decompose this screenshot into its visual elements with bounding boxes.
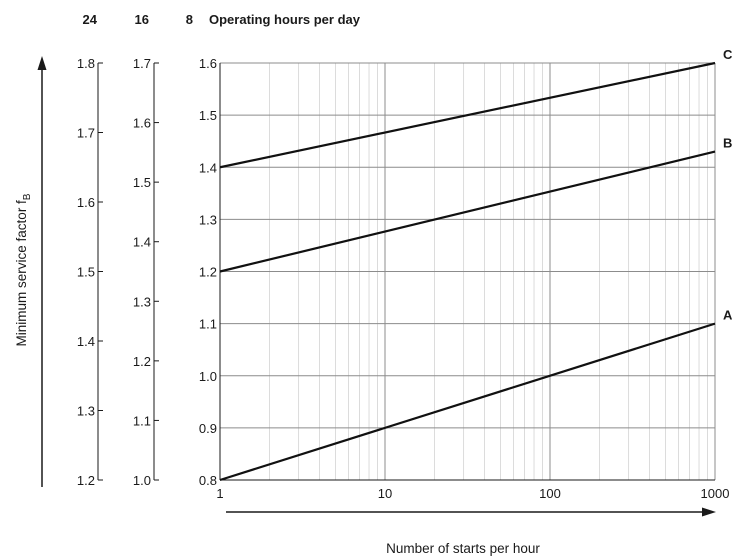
y-tick-label-8h: 1.3 <box>199 212 217 227</box>
x-tick-label: 100 <box>539 486 561 501</box>
y-tick-label-8h: 1.4 <box>199 160 217 175</box>
y-tick-label-16h: 1.3 <box>133 294 151 309</box>
series-label-b: B <box>723 136 732 151</box>
series-line-b <box>219 150 716 273</box>
y-tick-label-16h: 1.6 <box>133 116 151 131</box>
y-tick-label-16h: 1.4 <box>133 235 151 250</box>
y-tick-label-8h: 0.8 <box>199 473 217 488</box>
chart-header: 24 16 8 Operating hours per day <box>83 12 361 27</box>
x-tick-label: 10 <box>378 486 392 501</box>
y-axis-label-subscript: B <box>22 193 33 200</box>
y-tick-label-16h: 1.1 <box>133 413 151 428</box>
x-tick-label: 1000 <box>701 486 730 501</box>
y-tick-label-16h: 1.7 <box>133 56 151 71</box>
y-tick-label-8h: 1.2 <box>199 265 217 280</box>
y-tick-label-24h: 1.5 <box>77 265 95 280</box>
y-tick-label-8h: 0.9 <box>199 421 217 436</box>
x-tick-label: 1 <box>216 486 223 501</box>
y-tick-label-8h: 1.0 <box>199 369 217 384</box>
y-axis-label: Minimum service factor f <box>14 200 29 347</box>
major-gridlines <box>219 62 716 481</box>
y-tick-label-24h: 1.8 <box>77 56 95 71</box>
x-axis: 1 10 100 1000 <box>216 486 729 501</box>
y-tick-label-24h: 1.7 <box>77 126 95 141</box>
y-tick-label-8h: 1.1 <box>199 317 217 332</box>
x-axis-label: Number of starts per hour <box>386 541 540 556</box>
y-tick-label-8h: 1.5 <box>199 108 217 123</box>
series-line-c <box>219 61 716 169</box>
y-tick-label-24h: 1.2 <box>77 473 95 488</box>
series-lines: C B A <box>219 47 733 482</box>
y-tick-label-16h: 1.0 <box>133 473 151 488</box>
svg-text:Minimum service factor fB: Minimum service factor fB <box>14 193 33 346</box>
series-label-c: C <box>723 47 733 62</box>
header-hours-16: 16 <box>135 12 149 27</box>
y-axis-title: Minimum service factor fB <box>14 193 33 346</box>
y-tick-label-24h: 1.3 <box>77 404 95 419</box>
y-tick-label-16h: 1.2 <box>133 354 151 369</box>
x-axis-arrow-head <box>702 507 716 517</box>
series-label-a: A <box>723 308 733 323</box>
y-axes: 1.2 1.3 1.4 1.5 1.6 1.7 1.8 1.0 1.1 1.2 1.3 1.4 1.5 1… <box>77 56 217 488</box>
header-title: Operating hours per day <box>209 12 361 27</box>
y-tick-label-8h: 1.6 <box>199 56 217 71</box>
y-axis-arrow-head <box>37 56 47 70</box>
series-line-a <box>219 322 716 482</box>
y-tick-label-24h: 1.4 <box>77 334 95 349</box>
y-tick-label-16h: 1.5 <box>133 175 151 190</box>
y-tick-label-24h: 1.6 <box>77 195 95 210</box>
header-hours-24: 24 <box>83 12 98 27</box>
header-hours-8: 8 <box>186 12 193 27</box>
